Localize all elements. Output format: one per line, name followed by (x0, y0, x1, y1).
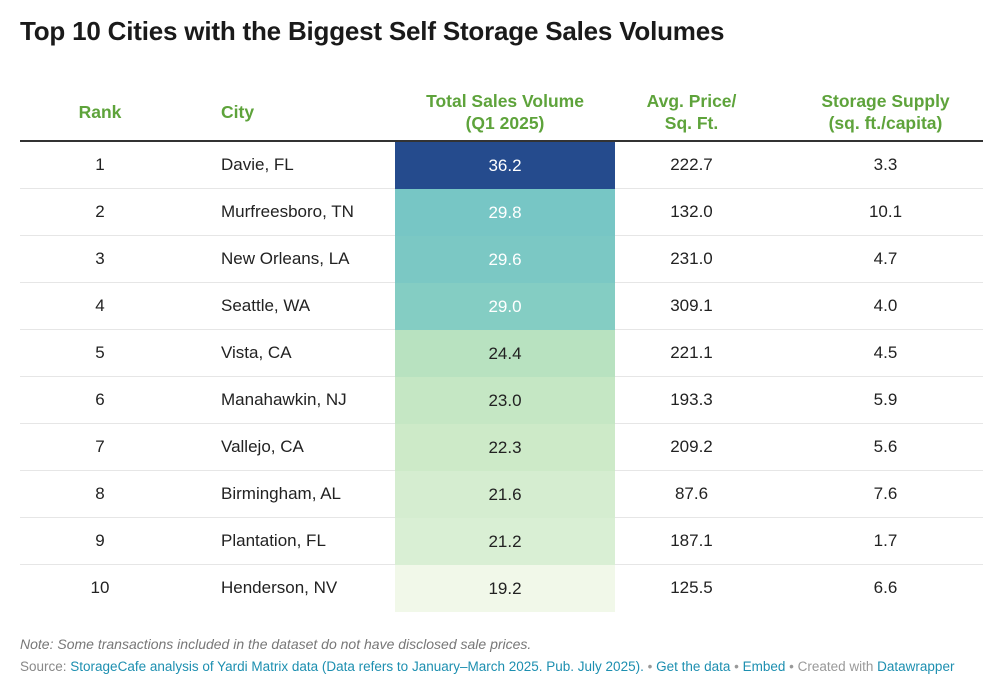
sales-volume-cell: 21.6 (395, 471, 615, 518)
header-divider (20, 140, 983, 142)
storage-supply-cell: 5.9 (873, 390, 898, 409)
storage-supply-cell: 1.7 (873, 531, 898, 550)
chart-title: Top 10 Cities with the Biggest Self Stor… (20, 16, 725, 46)
avg-price-cell: 309.1 (670, 296, 713, 315)
sales-volume-cell: 22.3 (395, 424, 615, 471)
avg-price-cell: 231.0 (670, 249, 713, 268)
table-row: 5 Vista, CA 24.4 221.1 4.5 (20, 330, 983, 377)
rank-cell: 10 (90, 578, 110, 597)
sales-volume-cell: 23.0 (395, 377, 615, 424)
avg-price-cell: 221.1 (670, 343, 713, 362)
table-body: 1 Davie, FL 36.2 222.7 3.3 2 Murfreesboro, TN 2… (20, 142, 983, 612)
city-cell: Vallejo, CA (221, 437, 304, 456)
header-price-line2: Sq. Ft. (664, 113, 719, 133)
table-row: 8 Birmingham, AL 21.6 87.6 7.6 (20, 471, 983, 518)
source-line: Source: StorageCafe analysis of Yardi Ma… (20, 659, 954, 674)
header-city: City (221, 102, 255, 122)
header-volume: Total Sales Volume (Q1 2025) (395, 84, 615, 140)
get-data-link[interactable]: Get the data (656, 659, 731, 674)
rank-cell: 7 (95, 437, 105, 456)
table-row: 1 Davie, FL 36.2 222.7 3.3 (20, 142, 983, 189)
storage-supply-cell: 4.0 (873, 296, 898, 315)
avg-price-cell: 87.6 (674, 484, 709, 503)
avg-price-cell: 222.7 (670, 155, 713, 174)
header-supply-line1: Storage Supply (821, 91, 950, 111)
avg-price-cell: 209.2 (670, 437, 713, 456)
sales-volume-cell: 24.4 (395, 330, 615, 377)
rank-cell: 4 (95, 296, 105, 315)
city-cell: Vista, CA (221, 343, 292, 362)
rank-cell: 5 (95, 343, 105, 362)
header-rank: Rank (78, 102, 122, 122)
sales-volume-cell: 19.2 (395, 565, 615, 612)
rank-cell: 1 (95, 155, 105, 174)
storage-supply-cell: 5.6 (873, 437, 898, 456)
created-with-text: • Created with (785, 659, 878, 674)
separator: • (730, 659, 743, 674)
header-price: Avg. Price/ Sq. Ft. (615, 84, 768, 140)
rank-cell: 2 (95, 202, 105, 221)
embed-link[interactable]: Embed (742, 659, 786, 674)
table-row: 6 Manahawkin, NJ 23.0 193.3 5.9 (20, 377, 983, 424)
avg-price-cell: 193.3 (670, 390, 713, 409)
header-volume-line2: (Q1 2025) (465, 113, 545, 133)
city-cell: Manahawkin, NJ (221, 390, 347, 409)
table-row: 2 Murfreesboro, TN 29.8 132.0 10.1 (20, 189, 983, 236)
sales-volume-cell: 29.6 (395, 236, 615, 283)
city-cell: Birmingham, AL (221, 484, 341, 503)
storage-supply-cell: 3.3 (873, 155, 898, 174)
city-cell: Henderson, NV (221, 578, 338, 597)
storage-supply-cell: 6.6 (873, 578, 898, 597)
city-cell: Murfreesboro, TN (221, 202, 354, 221)
rank-cell: 9 (95, 531, 105, 550)
sales-volume-cell: 21.2 (395, 518, 615, 565)
table-row: 10 Henderson, NV 19.2 125.5 6.6 (20, 565, 983, 612)
storage-supply-cell: 4.5 (873, 343, 898, 362)
table-row: 4 Seattle, WA 29.0 309.1 4.0 (20, 283, 983, 330)
rank-cell: 6 (95, 390, 105, 409)
sales-volume-cell: 29.0 (395, 283, 615, 330)
header-volume-line1: Total Sales Volume (426, 91, 584, 111)
avg-price-cell: 187.1 (670, 531, 713, 550)
table-row: 7 Vallejo, CA 22.3 209.2 5.6 (20, 424, 983, 471)
city-cell: Seattle, WA (221, 296, 311, 315)
storage-supply-cell: 10.1 (868, 202, 903, 221)
city-cell: Davie, FL (221, 155, 294, 174)
source-prefix: Source: (20, 659, 71, 674)
header-supply-line2: (sq. ft./capita) (828, 113, 943, 133)
table-header: Rank City Total Sales Volume (Q1 2025) A… (20, 84, 983, 140)
header-supply: Storage Supply (sq. ft./capita) (768, 84, 1003, 140)
sales-volume-cell: 29.8 (395, 189, 615, 236)
storage-supply-cell: 7.6 (873, 484, 898, 503)
rank-cell: 8 (95, 484, 105, 503)
table-row: 9 Plantation, FL 21.2 187.1 1.7 (20, 518, 983, 565)
rank-cell: 3 (95, 249, 105, 268)
header-price-line1: Avg. Price/ (646, 91, 737, 111)
avg-price-cell: 125.5 (670, 578, 713, 597)
storage-supply-cell: 4.7 (873, 249, 898, 268)
source-link[interactable]: StorageCafe analysis of Yardi Matrix dat… (70, 659, 644, 674)
table-row: 3 New Orleans, LA 29.6 231.0 4.7 (20, 236, 983, 283)
city-cell: Plantation, FL (221, 531, 326, 550)
sales-volume-cell: 36.2 (395, 142, 615, 189)
avg-price-cell: 132.0 (670, 202, 713, 221)
datawrapper-link[interactable]: Datawrapper (877, 659, 955, 674)
footnote: Note: Some transactions included in the … (20, 636, 532, 652)
city-cell: New Orleans, LA (221, 249, 350, 268)
separator: • (643, 659, 657, 674)
